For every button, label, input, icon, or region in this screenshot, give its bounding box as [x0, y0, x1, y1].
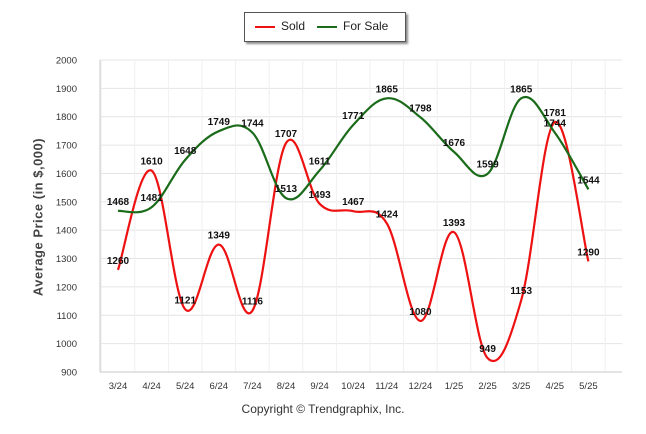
x-tick-label: 5/25 [579, 381, 598, 392]
copyright-footer: Copyright © Trendgraphix, Inc. [241, 402, 405, 416]
data-label-sold: 1121 [174, 295, 196, 306]
y-tick-label: 1800 [56, 112, 77, 123]
y-tick-label: 900 [61, 368, 77, 379]
x-tick-label: 4/24 [142, 381, 161, 392]
x-tick-label: 3/25 [512, 381, 531, 392]
data-label-forsale: 1771 [342, 111, 365, 122]
x-tick-label: 7/24 [243, 381, 262, 392]
data-label-sold: 1467 [342, 197, 365, 208]
data-label-forsale: 1744 [241, 119, 264, 130]
data-label-forsale: 1481 [140, 193, 163, 204]
data-label-forsale: 1599 [476, 160, 499, 171]
legend-sold-swatch [255, 26, 275, 28]
x-tick-label: 4/25 [546, 381, 565, 392]
y-tick-label: 1500 [56, 197, 77, 208]
x-tick-label: 5/24 [176, 381, 195, 392]
data-label-sold: 1116 [242, 297, 264, 308]
x-tick-label: 11/24 [375, 381, 398, 392]
x-tick-label: 2/25 [478, 381, 497, 392]
data-label-sold: 1781 [544, 108, 567, 119]
data-label-sold: 1610 [140, 157, 163, 168]
series-line-forsale [117, 95, 590, 214]
y-tick-label: 1200 [56, 282, 77, 293]
y-tick-label: 1400 [56, 226, 77, 237]
data-label-sold: 1290 [577, 247, 600, 258]
legend: Sold For Sale [244, 12, 406, 42]
data-label-forsale: 1544 [577, 175, 600, 186]
y-tick-label: 1000 [56, 339, 77, 350]
x-tick-label: 3/24 [109, 381, 128, 392]
x-tick-label: 12/24 [409, 381, 433, 392]
data-label-sold: 949 [479, 344, 496, 355]
y-tick-label: 1300 [56, 254, 77, 265]
x-tick-label: 10/24 [341, 381, 365, 392]
x-tick-label: 8/24 [277, 381, 296, 392]
legend-forsale-swatch [317, 26, 337, 28]
data-label-forsale: 1468 [107, 197, 130, 208]
y-tick-label: 1700 [56, 141, 77, 152]
y-tick-label: 1600 [56, 169, 77, 180]
data-label-sold: 1080 [409, 307, 432, 318]
data-label-sold: 1153 [510, 286, 532, 297]
data-label-sold: 1493 [308, 190, 331, 201]
y-tick-label: 1900 [56, 84, 77, 95]
data-label-forsale: 1611 [309, 156, 331, 167]
series-line-sold [116, 120, 590, 362]
data-label-forsale: 1865 [376, 84, 399, 95]
data-label-forsale: 1513 [275, 184, 298, 195]
data-label-sold: 1424 [376, 209, 399, 220]
y-tick-label: 2000 [56, 56, 77, 67]
y-axis-label: Average Price (in $,000) [30, 137, 46, 297]
data-label-forsale: 1676 [443, 138, 466, 149]
data-label-sold: 1393 [443, 218, 466, 229]
legend-sold-label: Sold [281, 19, 306, 33]
data-label-forsale: 1798 [409, 103, 432, 114]
data-label-sold: 1260 [107, 256, 130, 267]
data-label-sold: 1707 [275, 129, 298, 140]
y-tick-label: 1100 [57, 311, 77, 322]
data-label-forsale: 1744 [544, 119, 567, 130]
x-tick-label: 6/24 [210, 381, 229, 392]
data-label-forsale: 1749 [208, 117, 231, 128]
x-tick-label: 9/24 [310, 381, 329, 392]
x-tick-label: 1/25 [445, 381, 464, 392]
data-label-forsale: 1865 [510, 84, 533, 95]
legend-forsale-label: For Sale [343, 19, 389, 33]
data-label-sold: 1349 [208, 231, 231, 242]
data-label-forsale: 1648 [174, 146, 197, 157]
